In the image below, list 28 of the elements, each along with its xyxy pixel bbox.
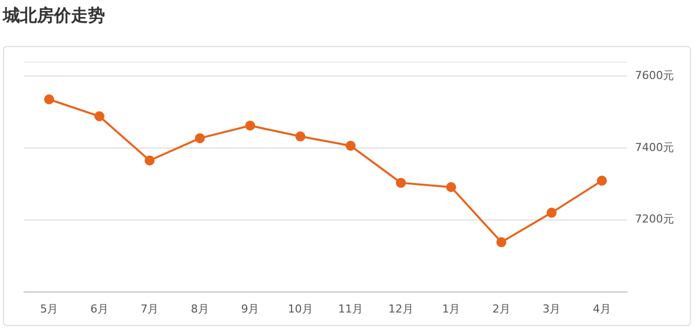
x-tick-label: 10月 xyxy=(288,302,313,316)
point xyxy=(94,111,104,122)
point xyxy=(144,156,155,166)
point xyxy=(346,140,356,151)
point xyxy=(546,208,557,218)
x-tick-label: 2月 xyxy=(492,302,510,316)
x-tick-label: 11月 xyxy=(338,302,364,316)
point xyxy=(295,131,306,142)
point xyxy=(396,178,406,188)
x-tick-label: 8月 xyxy=(190,302,209,316)
point xyxy=(496,237,506,248)
x-tick-label: 6月 xyxy=(90,302,108,316)
x-tick-label: 3月 xyxy=(542,302,561,316)
y-tick-label: 7400元 xyxy=(635,140,674,154)
point xyxy=(446,182,456,192)
point xyxy=(44,94,54,104)
point xyxy=(596,176,607,186)
x-tick-label: 9月 xyxy=(241,302,260,316)
x-tick-label: 12月 xyxy=(388,302,414,316)
x-tick-label: 5月 xyxy=(40,302,58,316)
point xyxy=(245,120,256,131)
x-tick-label: 4月 xyxy=(592,302,611,316)
y-tick-label: 7600元 xyxy=(635,68,674,82)
chart-title: 城北房价走势 xyxy=(3,5,105,27)
y-tick-label: 7200元 xyxy=(635,212,674,226)
point xyxy=(194,133,205,144)
x-tick-label: 7月 xyxy=(140,302,159,316)
x-tick-label: 1月 xyxy=(442,302,460,316)
